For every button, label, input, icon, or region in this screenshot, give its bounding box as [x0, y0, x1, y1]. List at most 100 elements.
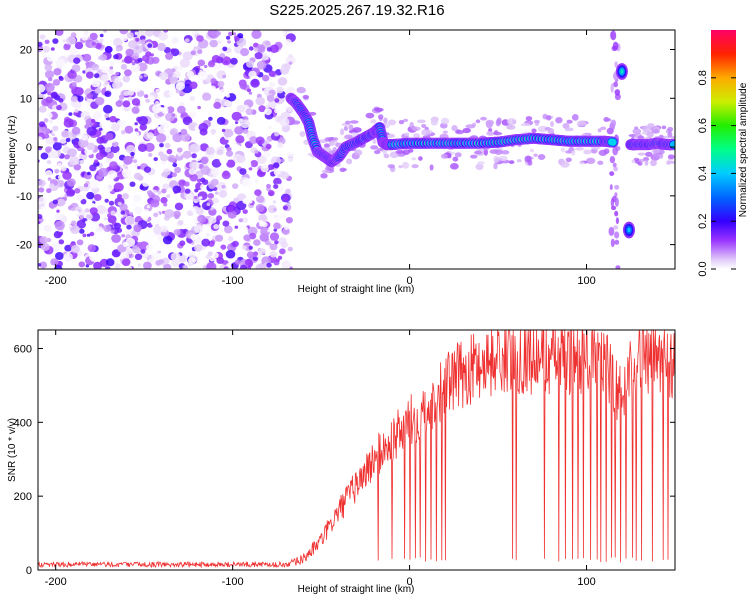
noise-blob — [152, 104, 162, 114]
noise-blob — [62, 39, 66, 43]
noise-blob — [90, 179, 101, 189]
figure-title: S225.2025.267.19.32.R16 — [269, 2, 444, 19]
halo-blob — [562, 123, 570, 129]
noise-blob — [166, 106, 175, 114]
noise-blob — [171, 172, 177, 178]
noise-blob — [256, 155, 267, 165]
noise-blob — [189, 81, 198, 90]
noise-blob — [134, 253, 143, 261]
x-tick-label: 0 — [407, 576, 413, 588]
noise-blob — [91, 256, 96, 260]
noise-blob — [266, 183, 271, 189]
halo-blob — [546, 115, 552, 121]
noise-blob — [126, 216, 135, 225]
noise-blob — [178, 220, 184, 225]
snr-frame — [37, 329, 676, 571]
noise-blob — [188, 168, 196, 175]
noise-blob — [176, 147, 183, 153]
noise-blob — [189, 95, 196, 102]
y-tick-label: 600 — [14, 343, 32, 355]
noise-blob — [99, 38, 104, 43]
noise-blob — [182, 116, 193, 126]
noise-blob — [196, 35, 204, 42]
halo-blob — [451, 125, 458, 132]
noise-blob — [254, 178, 260, 184]
noise-blob — [250, 173, 256, 179]
noise-blob — [143, 261, 152, 269]
halo-blob — [365, 112, 375, 119]
noise-blob — [267, 190, 275, 197]
halo-blob — [610, 119, 617, 127]
noise-blob — [44, 70, 55, 79]
noise-blob — [99, 54, 108, 61]
noise-blob — [103, 224, 112, 233]
halo-blob — [667, 154, 675, 159]
noise-blob — [63, 118, 74, 128]
noise-blob — [133, 131, 140, 137]
halo-blob — [613, 72, 618, 81]
colorbar-tick-label: 0.2 — [697, 214, 709, 229]
halo-blob — [560, 161, 570, 168]
noise-blob — [201, 238, 211, 247]
snr-ylabel: SNR (10 * v/v) — [7, 418, 18, 482]
noise-blob — [191, 242, 195, 246]
noise-blob — [178, 66, 183, 71]
noise-blob — [152, 189, 157, 194]
noise-blob — [262, 74, 270, 82]
noise-blob — [208, 208, 217, 216]
noise-blob — [56, 105, 62, 111]
noise-blob — [106, 186, 113, 192]
noise-blob — [234, 225, 239, 229]
noise-blob — [104, 132, 114, 141]
noise-blob — [38, 196, 47, 204]
halo-blob — [613, 81, 618, 88]
noise-blob — [74, 188, 81, 194]
noise-blob — [205, 254, 211, 259]
halo-blob — [663, 135, 670, 140]
halo-blob — [370, 145, 379, 150]
noise-blob — [169, 244, 174, 248]
noise-blob — [46, 53, 56, 62]
noise-blob — [68, 112, 73, 116]
y-tick-label: 20 — [20, 45, 32, 57]
noise-blob — [274, 108, 280, 114]
noise-blob — [245, 108, 253, 116]
noise-blob — [232, 183, 239, 190]
noise-blob — [86, 126, 97, 136]
noise-blob — [231, 111, 242, 121]
noise-blob — [173, 210, 181, 218]
noise-blob — [125, 237, 136, 247]
noise-blob — [227, 40, 231, 44]
noise-blob — [227, 236, 234, 242]
halo-blob — [550, 121, 554, 127]
noise-blob — [234, 121, 239, 125]
noise-blob — [153, 186, 159, 191]
noise-blob — [195, 207, 204, 215]
noise-blob — [73, 163, 82, 171]
noise-blob — [190, 39, 198, 47]
halo-blob — [411, 157, 417, 161]
noise-blob — [254, 189, 262, 197]
halo-blob — [493, 162, 498, 170]
noise-blob — [137, 166, 141, 170]
noise-blob — [128, 40, 137, 49]
noise-blob — [60, 130, 70, 138]
noise-blob — [273, 162, 280, 169]
halo-blob — [638, 158, 645, 163]
noise-blob — [266, 47, 272, 52]
noise-blob — [236, 104, 246, 113]
noise-blob — [219, 156, 228, 165]
halo-blob — [574, 147, 585, 151]
noise-blob — [273, 214, 282, 222]
halo-blob — [398, 165, 403, 169]
noise-blob — [39, 34, 46, 40]
halo-blob — [389, 151, 399, 159]
noise-blob — [74, 75, 83, 83]
noise-blob — [205, 146, 215, 155]
halo-blob — [598, 149, 608, 156]
colorbar-tick-label: 0.6 — [697, 118, 709, 133]
noise-blob — [242, 160, 252, 169]
noise-blob — [38, 105, 47, 113]
halo-blob — [387, 164, 395, 169]
x-tick-label: -100 — [222, 275, 244, 287]
